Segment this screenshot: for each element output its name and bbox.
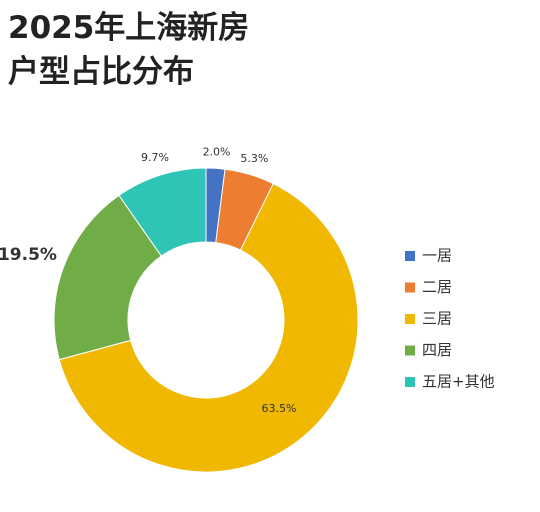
legend-label: 三居: [422, 310, 452, 328]
legend-label: 四居: [422, 341, 452, 359]
legend-swatch: [405, 251, 415, 261]
legend-label: 五居+其他: [422, 373, 495, 391]
donut-slice: [53, 194, 163, 361]
legend-label: 一居: [422, 247, 452, 265]
legend-swatch: [405, 282, 415, 293]
data-label: 9.7%: [141, 151, 169, 164]
data-label: 63.5%: [262, 402, 297, 415]
legend-swatch: [405, 377, 415, 387]
data-label: 5.3%: [240, 152, 268, 165]
data-label: 2.0%: [203, 145, 231, 158]
chart-title: 2025年上海新房户型占比分布: [8, 10, 250, 90]
data-label: 19.5%: [0, 245, 57, 265]
donut-slice: [58, 183, 359, 473]
legend-swatch: [405, 314, 415, 324]
legend-label: 二居: [422, 278, 452, 296]
legend-swatch: [405, 345, 415, 356]
donut-slice: [118, 167, 207, 257]
